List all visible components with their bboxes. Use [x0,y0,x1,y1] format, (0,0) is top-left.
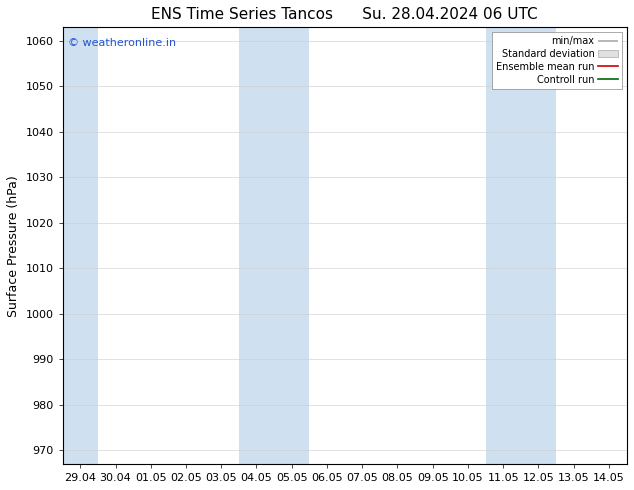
Title: ENS Time Series Tancos      Su. 28.04.2024 06 UTC: ENS Time Series Tancos Su. 28.04.2024 06… [152,7,538,22]
Bar [239,27,309,464]
Bar [486,27,556,464]
Text: © weatheronline.in: © weatheronline.in [68,38,176,48]
Bar [63,27,98,464]
Legend: min/max, Standard deviation, Ensemble mean run, Controll run: min/max, Standard deviation, Ensemble me… [492,32,622,89]
Y-axis label: Surface Pressure (hPa): Surface Pressure (hPa) [7,175,20,317]
